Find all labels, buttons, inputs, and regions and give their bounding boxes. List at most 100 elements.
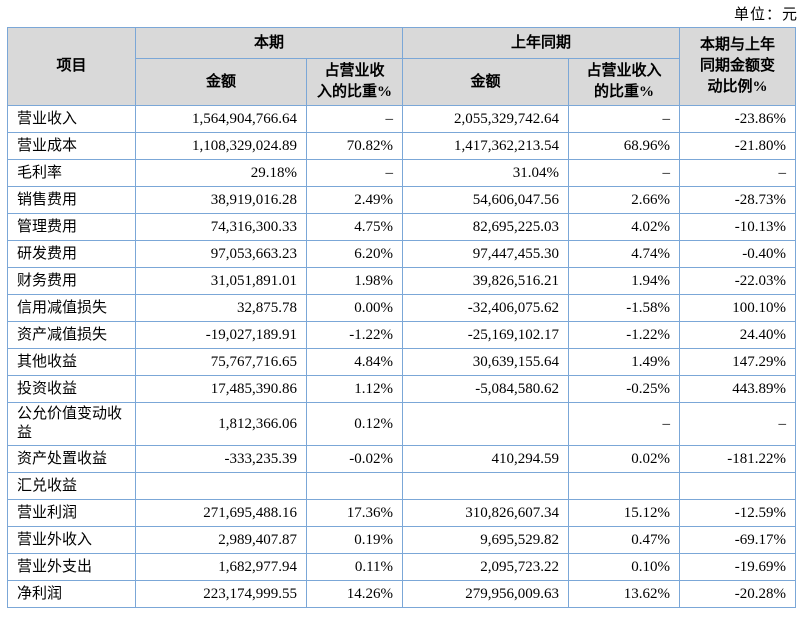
cell-prior-amount: 82,695,225.03 (402, 213, 570, 241)
cell-prior-amount: -25,169,102.17 (402, 321, 570, 349)
cell-prior-amount: 410,294.59 (402, 445, 570, 473)
header-item: 项目 (7, 27, 136, 106)
cell-current-amount (135, 472, 307, 500)
cell-current-pct: 0.11% (305, 553, 404, 581)
cell-item: 销售费用 (7, 186, 136, 214)
cell-item: 营业成本 (7, 132, 136, 160)
cell-current-pct: 17.36% (305, 499, 404, 527)
cell-change-ratio: -21.80% (679, 132, 797, 160)
cell-change-ratio: – (679, 402, 797, 446)
cell-current-pct: 1.12% (305, 375, 404, 403)
cell-current-pct: 0.12% (305, 402, 404, 446)
cell-current-amount: 223,174,999.55 (135, 580, 307, 608)
table-row: 投资收益 17,485,390.86 1.12% -5,084,580.62 -0.25… (7, 375, 797, 403)
cell-current-pct: 4.84% (305, 348, 404, 376)
cell-prior-pct: – (568, 105, 681, 133)
cell-prior-pct: -1.58% (568, 294, 681, 322)
cell-item: 毛利率 (7, 159, 136, 187)
cell-prior-amount: 54,606,047.56 (402, 186, 570, 214)
financial-table: 项目 本期 上年同期 本期与上年 同期金额变 动比例% 金额 占营业收 入的比重… (7, 27, 797, 608)
table-row: 管理费用 74,316,300.33 4.75% 82,695,225.03 4.02%… (7, 213, 797, 241)
cell-prior-amount: -5,084,580.62 (402, 375, 570, 403)
cell-current-amount: -19,027,189.91 (135, 321, 307, 349)
cell-change-ratio: -181.22% (679, 445, 797, 473)
cell-current-pct: 0.19% (305, 526, 404, 554)
cell-current-pct: 2.49% (305, 186, 404, 214)
cell-change-ratio: 24.40% (679, 321, 797, 349)
cell-prior-amount: 31.04% (402, 159, 570, 187)
cell-prior-pct: -0.25% (568, 375, 681, 403)
table-row: 研发费用 97,053,663.23 6.20% 97,447,455.30 4.74%… (7, 240, 797, 268)
cell-prior-amount: 2,095,723.22 (402, 553, 570, 581)
cell-prior-amount: 97,447,455.30 (402, 240, 570, 268)
cell-item: 管理费用 (7, 213, 136, 241)
cell-change-ratio (679, 472, 797, 500)
unit-label: 单位：元 (733, 7, 798, 23)
cell-item: 公允价值变动收益 (7, 402, 136, 446)
cell-item: 其他收益 (7, 348, 136, 376)
cell-current-amount: 17,485,390.86 (135, 375, 307, 403)
table-row: 营业成本 1,108,329,024.89 70.82% 1,417,362,213.… (7, 132, 797, 160)
cell-change-ratio: – (679, 159, 797, 187)
cell-item: 营业外支出 (7, 553, 136, 581)
cell-prior-amount: 1,417,362,213.54 (402, 132, 570, 160)
header-current-pct: 占营业收 入的比重% (305, 58, 404, 106)
cell-item: 信用减值损失 (7, 294, 136, 322)
table-row: 资产处置收益 -333,235.39 -0.02% 410,294.59 0.02% -1… (7, 445, 797, 473)
cell-prior-pct: – (568, 159, 681, 187)
cell-current-amount: 1,812,366.06 (135, 402, 307, 446)
table-row: 净利润 223,174,999.55 14.26% 279,956,009.63 13.… (7, 580, 797, 608)
cell-prior-amount: -32,406,075.62 (402, 294, 570, 322)
cell-current-amount: 29.18% (135, 159, 307, 187)
cell-current-pct: 70.82% (305, 132, 404, 160)
cell-current-amount: 75,767,716.65 (135, 348, 307, 376)
table-row: 其他收益 75,767,716.65 4.84% 30,639,155.64 1.49%… (7, 348, 797, 376)
table-row: 资产减值损失 -19,027,189.91 -1.22% -25,169,102.17… (7, 321, 797, 349)
cell-prior-pct: 0.47% (568, 526, 681, 554)
table-header: 项目 本期 上年同期 本期与上年 同期金额变 动比例% 金额 占营业收 入的比重… (7, 27, 797, 106)
cell-current-pct: – (305, 105, 404, 133)
cell-prior-amount (402, 472, 570, 500)
cell-current-amount: 38,919,016.28 (135, 186, 307, 214)
cell-change-ratio: -19.69% (679, 553, 797, 581)
cell-item: 营业利润 (7, 499, 136, 527)
table-row: 信用减值损失 32,875.78 0.00% -32,406,075.62 -1.58%… (7, 294, 797, 322)
cell-change-ratio: -23.86% (679, 105, 797, 133)
cell-change-ratio: 443.89% (679, 375, 797, 403)
cell-item: 净利润 (7, 580, 136, 608)
cell-prior-pct: 0.02% (568, 445, 681, 473)
cell-prior-pct: -1.22% (568, 321, 681, 349)
cell-current-pct: 4.75% (305, 213, 404, 241)
cell-current-amount: 2,989,407.87 (135, 526, 307, 554)
cell-prior-pct: 13.62% (568, 580, 681, 608)
cell-change-ratio: 100.10% (679, 294, 797, 322)
header-prior-period-group: 上年同期 (402, 27, 681, 59)
cell-prior-pct: 2.66% (568, 186, 681, 214)
table-row: 财务费用 31,051,891.01 1.98% 39,826,516.21 1.94%… (7, 267, 797, 295)
table-row: 销售费用 38,919,016.28 2.49% 54,606,047.56 2.66%… (7, 186, 797, 214)
table-body: 营业收入 1,564,904,766.64–2,055,329,742.64– -2… (7, 105, 797, 608)
header-prior-pct: 占营业收入 的比重% (568, 58, 681, 106)
cell-current-pct (305, 472, 404, 500)
cell-current-pct: -1.22% (305, 321, 404, 349)
header-change-ratio: 本期与上年 同期金额变 动比例% (679, 27, 797, 106)
cell-current-pct: 0.00% (305, 294, 404, 322)
cell-prior-amount: 2,055,329,742.64 (402, 105, 570, 133)
cell-current-pct: -0.02% (305, 445, 404, 473)
header-prior-amount: 金额 (402, 58, 570, 106)
cell-change-ratio: -12.59% (679, 499, 797, 527)
cell-prior-pct: 68.96% (568, 132, 681, 160)
cell-current-amount: 97,053,663.23 (135, 240, 307, 268)
header-row-groups: 项目 本期 上年同期 本期与上年 同期金额变 动比例% (7, 27, 797, 106)
cell-prior-amount: 30,639,155.64 (402, 348, 570, 376)
table-row: 营业利润 271,695,488.16 17.36% 310,826,607.34 15… (7, 499, 797, 527)
cell-item: 财务费用 (7, 267, 136, 295)
cell-current-amount: 1,564,904,766.64 (135, 105, 307, 133)
cell-prior-amount: 9,695,529.82 (402, 526, 570, 554)
cell-change-ratio: -22.03% (679, 267, 797, 295)
cell-prior-pct: 0.10% (568, 553, 681, 581)
cell-item: 研发费用 (7, 240, 136, 268)
cell-prior-pct: 1.49% (568, 348, 681, 376)
header-row-sub: 金额 占营业收 入的比重% 金额 占营业收入 的比重% (8, 58, 796, 106)
cell-change-ratio: -20.28% (679, 580, 797, 608)
